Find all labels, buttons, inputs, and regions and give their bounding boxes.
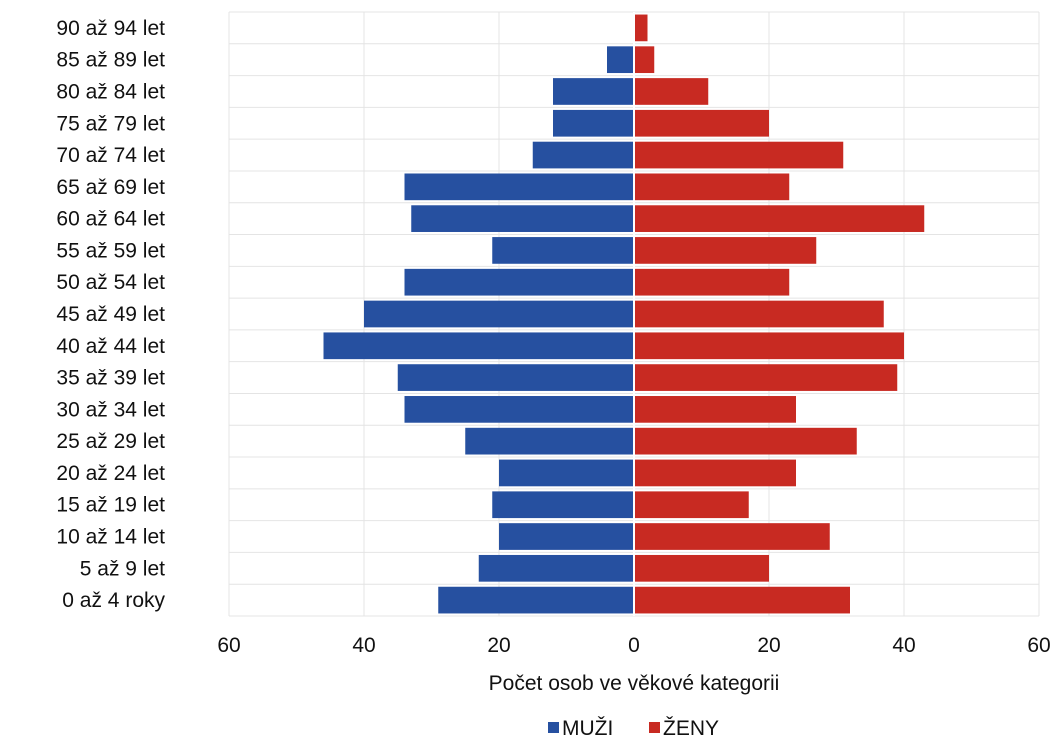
category-labels: 90 až 94 let 85 až 89 let 80 až 84 let 75 a… — [56, 17, 165, 612]
bar-male — [404, 268, 634, 296]
category-label: 50 až 54 let — [56, 271, 165, 294]
category-label: 15 až 19 let — [56, 494, 165, 517]
category-label: 55 až 59 let — [56, 239, 165, 262]
x-axis-ticks: 60 40 20 0 20 40 60 — [217, 634, 1050, 657]
bar-female — [634, 332, 904, 360]
category-label: 90 až 94 let — [56, 17, 165, 40]
bar-female — [634, 173, 790, 201]
bar-male — [364, 300, 634, 328]
legend: MUŽI ŽENY — [548, 717, 719, 740]
bars — [323, 12, 925, 616]
bar-female — [634, 396, 796, 423]
category-label: 65 až 69 let — [56, 176, 165, 199]
category-label: 45 až 49 let — [56, 303, 165, 326]
bar-female — [634, 205, 925, 232]
bar-male — [492, 491, 634, 519]
x-tick-label: 60 — [217, 634, 240, 657]
bar-female — [634, 46, 655, 74]
bar-male — [404, 396, 634, 423]
bar-female — [634, 554, 769, 582]
bar-male — [492, 237, 634, 264]
legend-label: MUŽI — [562, 717, 613, 740]
category-label: 80 až 84 let — [56, 80, 165, 103]
category-label: 10 až 14 let — [56, 526, 165, 549]
bar-male — [465, 427, 634, 455]
bar-male — [397, 364, 634, 391]
x-axis-title: Počet osob ve věkové kategorii — [489, 672, 780, 695]
bar-female — [634, 109, 769, 137]
x-tick-label: 20 — [757, 634, 780, 657]
bar-female — [634, 78, 709, 105]
category-label: 40 až 44 let — [56, 335, 165, 358]
bar-female — [634, 427, 857, 455]
bar-female — [634, 364, 898, 391]
bar-male — [553, 78, 634, 105]
bar-male — [499, 459, 634, 487]
bar-female — [634, 586, 850, 614]
category-label: 30 až 34 let — [56, 398, 165, 421]
category-label: 75 až 79 let — [56, 112, 165, 135]
x-tick-label: 20 — [487, 634, 510, 657]
x-tick-label: 0 — [628, 634, 640, 657]
x-tick-label: 60 — [1027, 634, 1050, 657]
bar-male — [553, 109, 634, 137]
category-label: 70 až 74 let — [56, 144, 165, 167]
bar-male — [607, 46, 634, 74]
bar-female — [634, 237, 817, 264]
x-tick-label: 40 — [892, 634, 915, 657]
bar-female — [634, 459, 796, 487]
category-label: 0 až 4 roky — [62, 589, 165, 612]
bar-male — [411, 205, 634, 232]
category-label: 20 až 24 let — [56, 462, 165, 485]
bar-female — [634, 300, 884, 328]
bar-male — [323, 332, 634, 360]
bar-female — [634, 268, 790, 296]
category-label: 85 až 89 let — [56, 49, 165, 72]
bar-male — [478, 554, 634, 582]
bar-female — [634, 491, 749, 519]
bar-female — [634, 14, 648, 42]
legend-swatch — [548, 722, 559, 733]
legend-swatch — [649, 722, 660, 733]
bar-female — [634, 523, 830, 550]
category-label: 5 až 9 let — [80, 557, 165, 580]
category-label: 35 až 39 let — [56, 367, 165, 390]
bar-male — [438, 586, 634, 614]
category-label: 60 až 64 let — [56, 208, 165, 231]
bar-female — [634, 141, 844, 169]
bar-male — [532, 141, 634, 169]
category-label: 25 až 29 let — [56, 430, 165, 453]
bar-male — [404, 173, 634, 201]
legend-label: ŽENY — [663, 717, 719, 740]
x-tick-label: 40 — [352, 634, 375, 657]
bar-male — [499, 523, 634, 550]
